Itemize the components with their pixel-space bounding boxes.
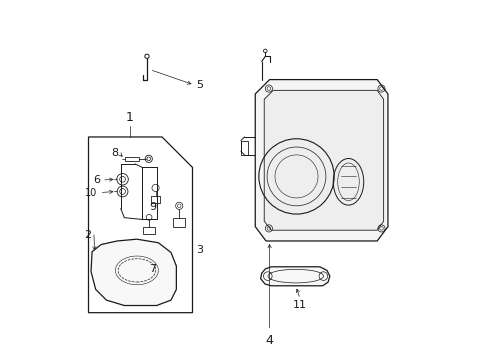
Text: 3: 3	[196, 245, 203, 255]
Text: 10: 10	[84, 188, 97, 198]
Text: 5: 5	[196, 80, 203, 90]
Text: 11: 11	[292, 300, 306, 310]
Text: 2: 2	[84, 230, 91, 240]
Text: 8: 8	[111, 148, 118, 158]
Text: 7: 7	[149, 264, 156, 274]
Polygon shape	[91, 239, 176, 306]
Text: 6: 6	[93, 175, 100, 185]
Polygon shape	[264, 90, 383, 230]
Text: 9: 9	[149, 202, 156, 212]
Polygon shape	[260, 267, 329, 286]
Text: 4: 4	[265, 334, 273, 347]
Polygon shape	[255, 80, 387, 241]
Text: 1: 1	[125, 111, 133, 125]
